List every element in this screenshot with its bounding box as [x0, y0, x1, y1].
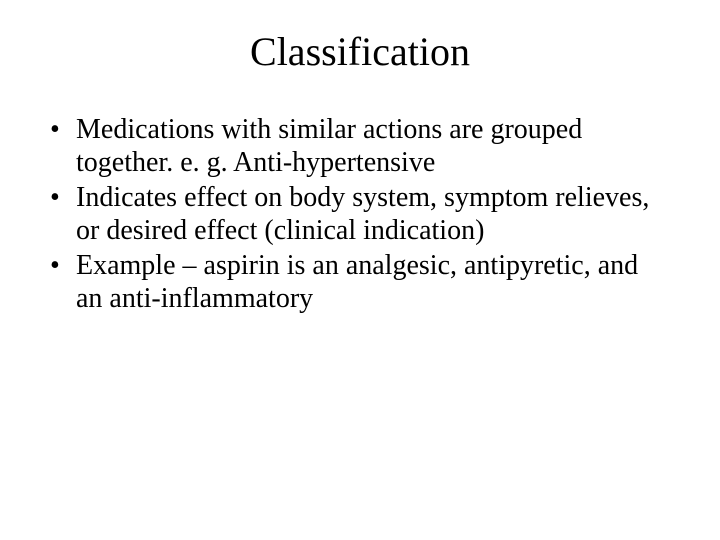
- list-item: Example – aspirin is an analgesic, antip…: [50, 249, 670, 315]
- slide: Classification Medications with similar …: [0, 0, 720, 540]
- list-item: Medications with similar actions are gro…: [50, 113, 670, 179]
- bullet-list: Medications with similar actions are gro…: [40, 113, 680, 315]
- list-item: Indicates effect on body system, symptom…: [50, 181, 670, 247]
- slide-title: Classification: [40, 28, 680, 75]
